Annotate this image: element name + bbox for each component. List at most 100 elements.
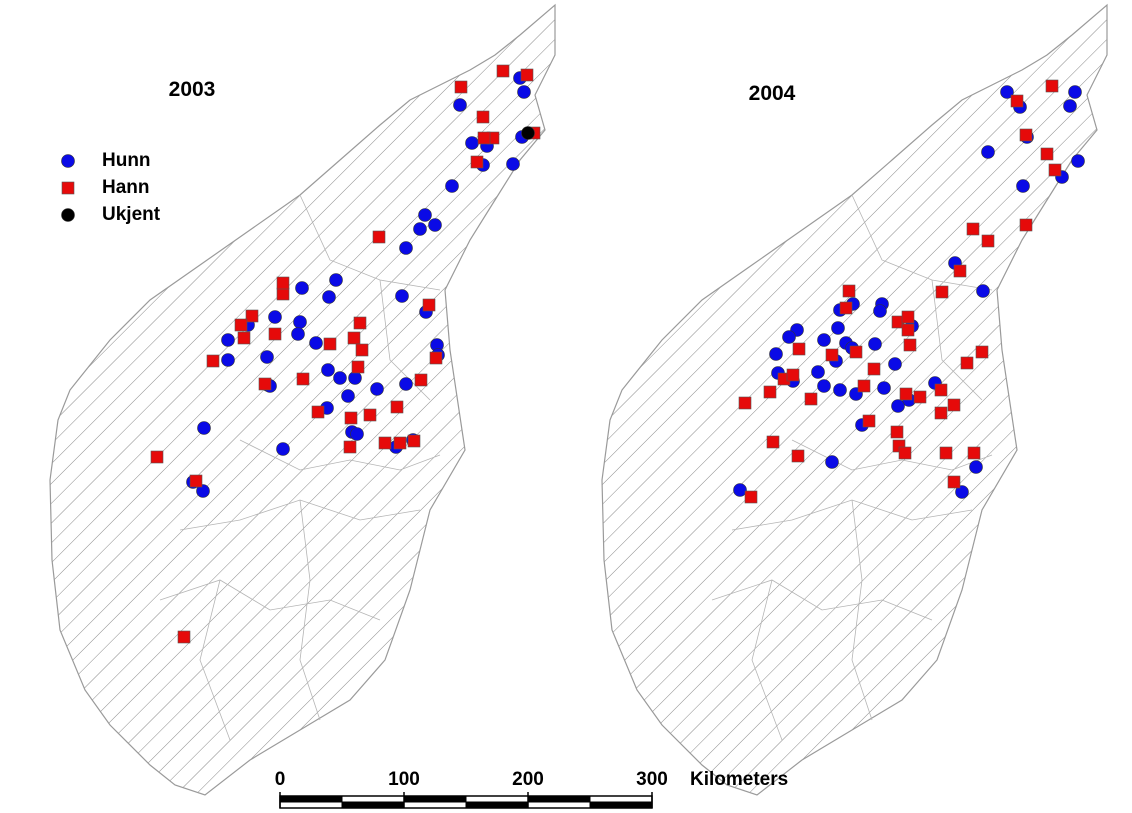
marker-square: [1045, 79, 1059, 93]
marker-square: [825, 348, 839, 362]
marker-circle: [293, 315, 307, 329]
marker-square: [347, 331, 361, 345]
marker-square: [1019, 218, 1033, 232]
marker-square: [763, 385, 777, 399]
marker-square: [245, 309, 259, 323]
scale-label: 100: [388, 769, 420, 790]
scale-segment: [341, 795, 405, 803]
marker-circle: [733, 483, 747, 497]
marker-square: [981, 234, 995, 248]
marker-square: [899, 387, 913, 401]
marker-square: [947, 475, 961, 489]
marker-square: [206, 354, 220, 368]
marker-square: [1040, 147, 1054, 161]
marker-square: [414, 373, 428, 387]
marker-square: [867, 362, 881, 376]
marker-circle: [782, 330, 796, 344]
scale-segment: [465, 795, 529, 803]
scale-segment: [279, 801, 343, 809]
marker-square: [744, 490, 758, 504]
marker-square: [792, 342, 806, 356]
marker-square: [372, 230, 386, 244]
marker-square: [804, 392, 818, 406]
marker-square: [1048, 163, 1062, 177]
marker-circle: [291, 327, 305, 341]
legend-label: Ukjent: [102, 204, 161, 225]
marker-square: [323, 337, 337, 351]
marker-square: [429, 351, 443, 365]
marker-square: [378, 436, 392, 450]
marker-square: [903, 338, 917, 352]
marker-square: [901, 323, 915, 337]
legend: Hunn Hann Ukjent: [61, 150, 161, 225]
marker-circle: [221, 333, 235, 347]
marker-circle: [370, 382, 384, 396]
scale-label: 0: [275, 769, 286, 790]
marker-circle: [465, 136, 479, 150]
marker-square: [311, 405, 325, 419]
marker-square: [276, 287, 290, 301]
marker-circle: [341, 389, 355, 403]
marker-circle: [309, 336, 323, 350]
marker-square: [947, 398, 961, 412]
marker-square: [177, 630, 191, 644]
scale-segment: [589, 795, 653, 803]
marker-circle: [877, 381, 891, 395]
marker-square: [839, 301, 853, 315]
marker-square: [422, 298, 436, 312]
marker-circle: [1071, 154, 1085, 168]
marker-circle: [1068, 85, 1082, 99]
marker-square: [61, 181, 75, 195]
marker-square: [268, 327, 282, 341]
marker-circle: [825, 455, 839, 469]
marker-square: [901, 310, 915, 324]
marker-square: [890, 425, 904, 439]
marker-circle: [399, 241, 413, 255]
marker-square: [849, 345, 863, 359]
marker-circle: [295, 281, 309, 295]
marker-circle: [196, 484, 210, 498]
marker-square: [343, 440, 357, 454]
marker-circle: [891, 399, 905, 413]
marker-circle: [348, 371, 362, 385]
marker-square: [351, 360, 365, 374]
marker-square: [842, 284, 856, 298]
marker-square: [476, 110, 490, 124]
marker-square: [1010, 94, 1024, 108]
marker-circle: [413, 222, 427, 236]
marker-circle: [221, 353, 235, 367]
map-title: 2003: [169, 78, 216, 101]
marker-circle: [888, 357, 902, 371]
marker-square: [470, 155, 484, 169]
marker-circle: [969, 460, 983, 474]
scale-label: 300: [636, 769, 668, 790]
scale-segment: [342, 802, 404, 808]
marker-circle: [769, 347, 783, 361]
scale-segment: [466, 802, 528, 808]
marker-circle: [418, 208, 432, 222]
scale-bar: 0 100 200 300 Kilometers: [275, 769, 788, 809]
marker-square: [258, 377, 272, 391]
marker-square: [237, 331, 251, 345]
marker-square: [738, 396, 752, 410]
marker-square: [786, 368, 800, 382]
scale-segment: [527, 801, 591, 809]
marker-square: [913, 390, 927, 404]
scale-segment: [403, 801, 467, 809]
marker-circle: [817, 379, 831, 393]
marker-square: [1019, 128, 1033, 142]
marker-circle: [428, 218, 442, 232]
marker-square: [960, 356, 974, 370]
marker-square: [935, 285, 949, 299]
marker-circle: [197, 421, 211, 435]
marker-circle: [955, 485, 969, 499]
marker-square: [766, 435, 780, 449]
marker-circle: [453, 98, 467, 112]
marker-square: [344, 411, 358, 425]
marker-square: [353, 316, 367, 330]
marker-square: [939, 446, 953, 460]
points: [150, 64, 1085, 644]
scale-label: 200: [512, 769, 544, 790]
marker-square: [862, 414, 876, 428]
marker-square: [953, 264, 967, 278]
